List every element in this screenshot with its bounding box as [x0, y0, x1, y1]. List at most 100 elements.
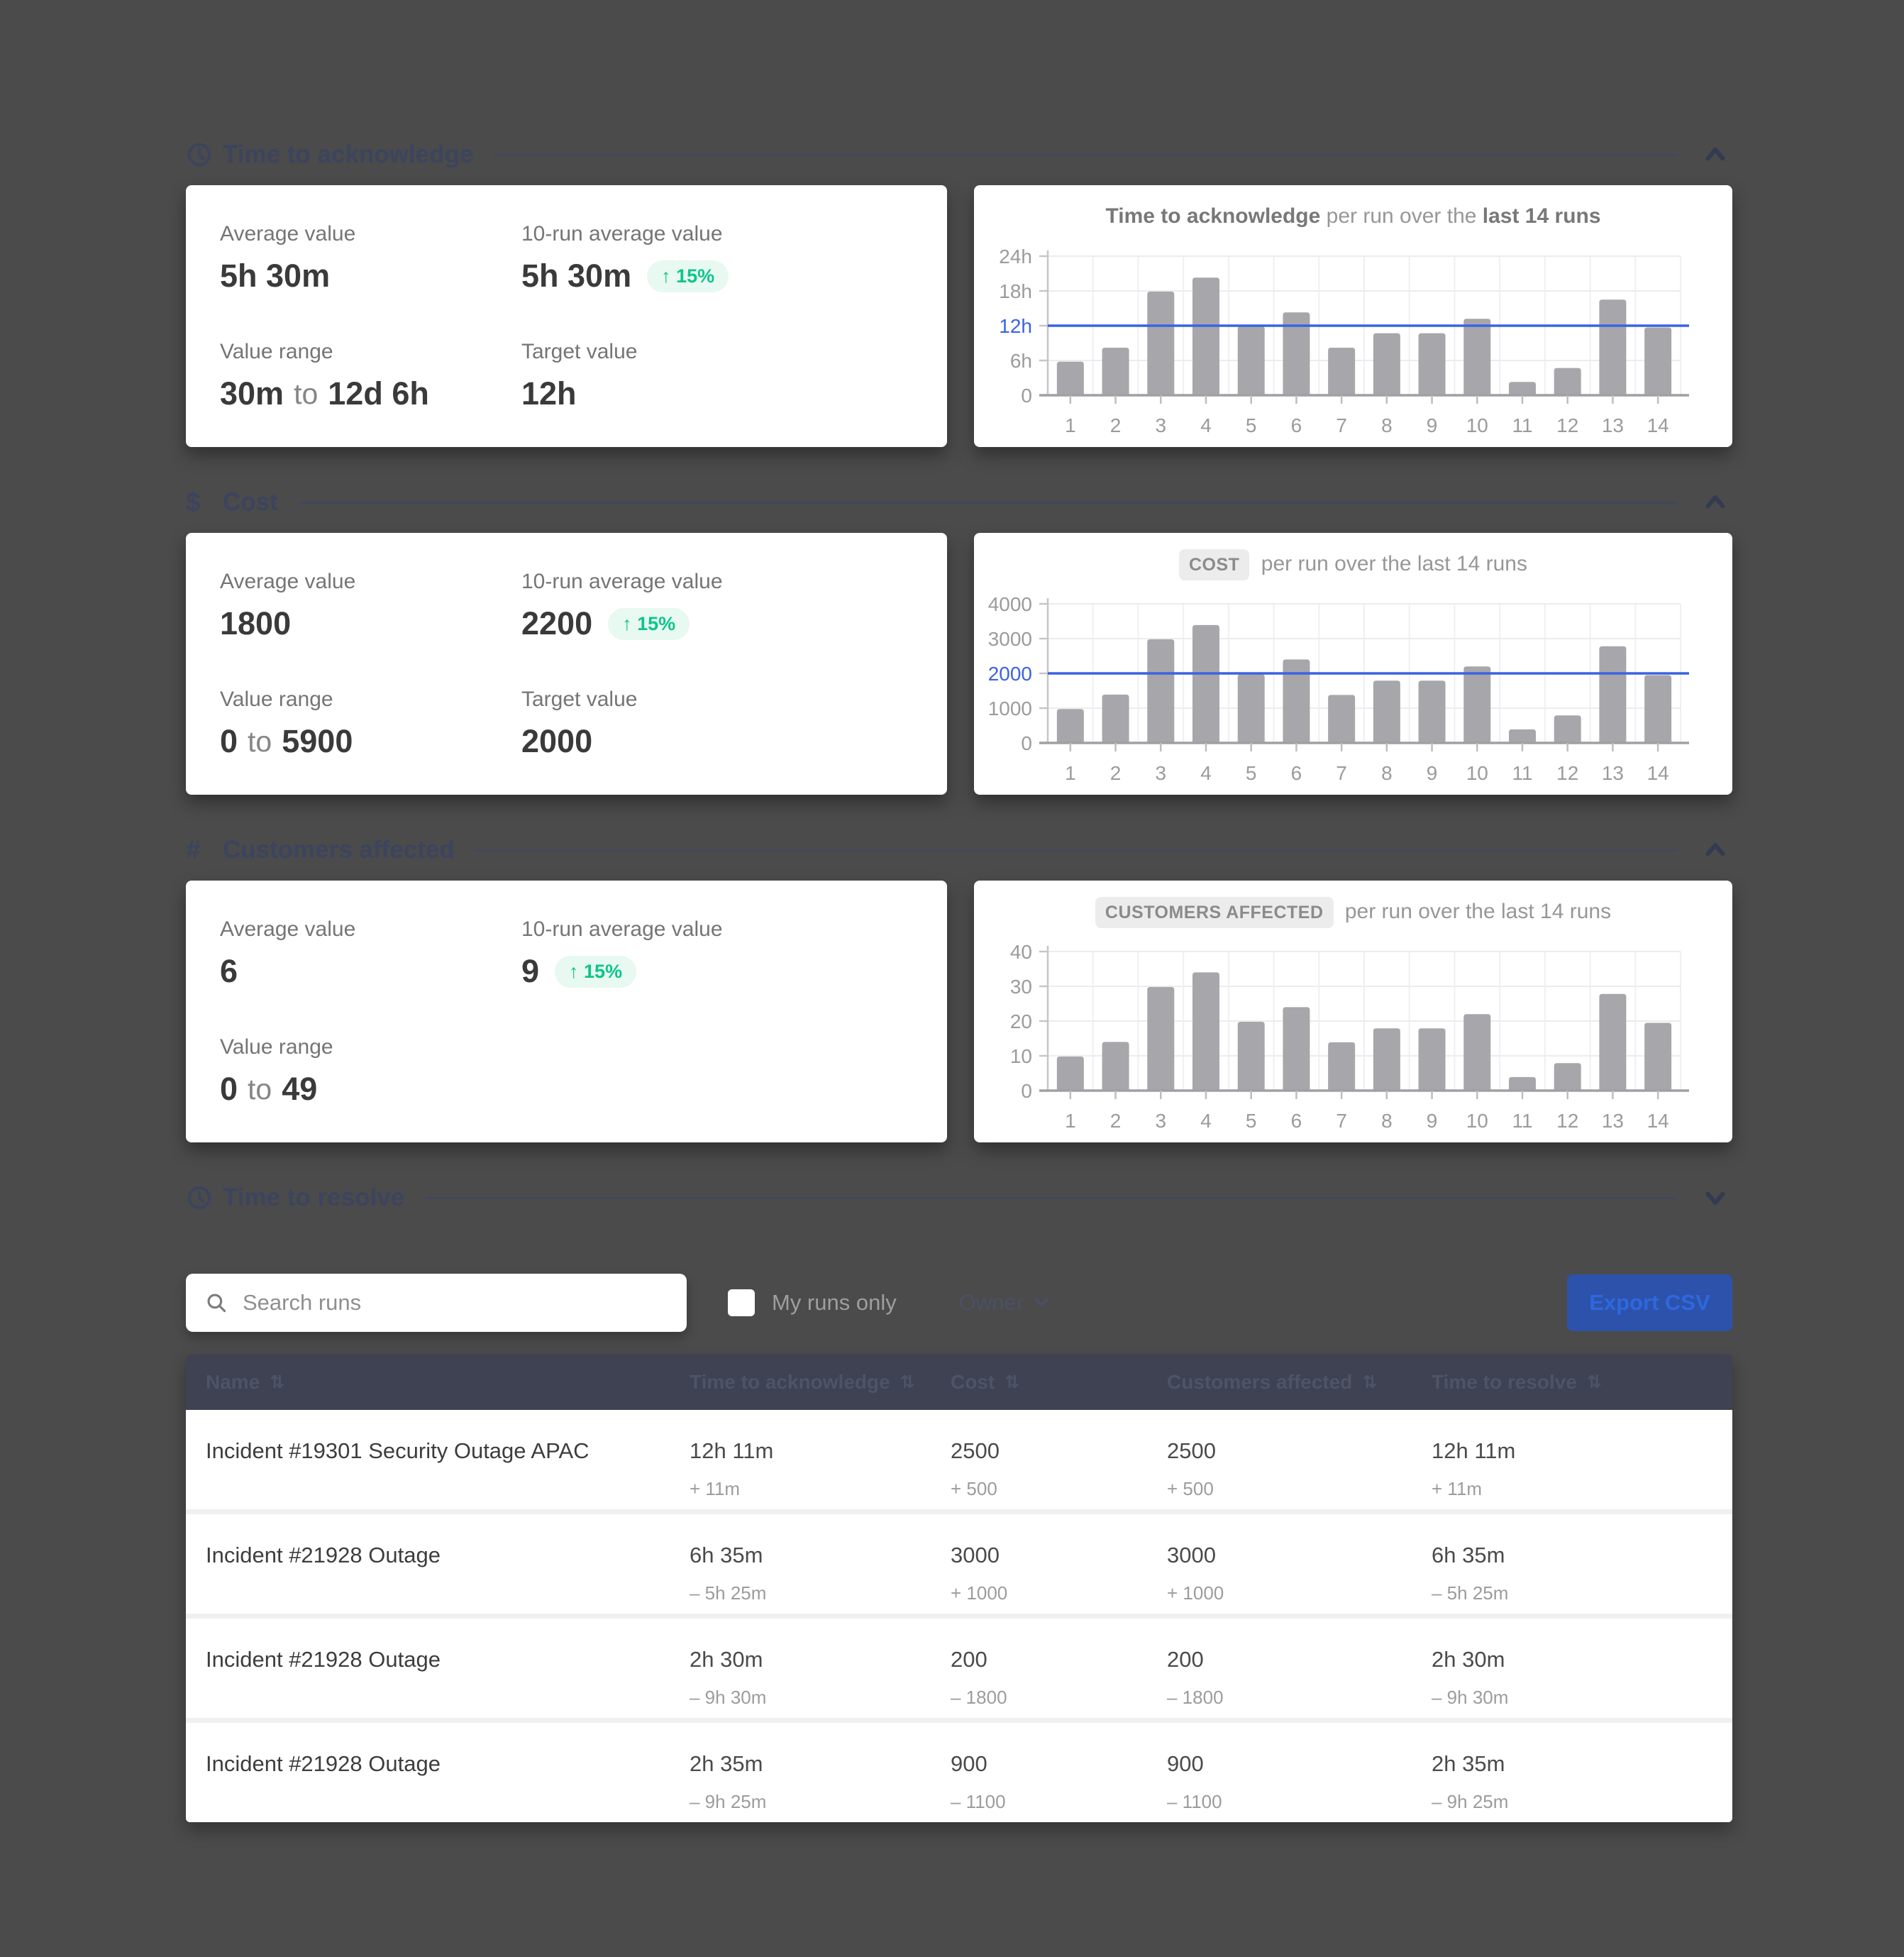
svg-text:30: 30: [1010, 976, 1032, 998]
chart-panel: Time to acknowledge per run over the las…: [974, 185, 1732, 447]
metric-value: 2000: [521, 723, 593, 759]
cell-value: 2h 35m: [1432, 1751, 1505, 1776]
metric-cell: 2500 + 500: [1167, 1438, 1432, 1509]
chevron-up-icon: [1705, 843, 1725, 856]
column-header[interactable]: Time to acknowledge ⇅: [690, 1371, 951, 1394]
svg-text:8: 8: [1381, 1110, 1393, 1132]
run-name-cell: Incident #21928 Outage: [206, 1647, 441, 1672]
run-name-cell: Incident #19301 Security Outage APAC: [206, 1438, 590, 1463]
section-body: Average value 1800 10-run average value 220…: [186, 533, 1732, 795]
metric-section: # Customers affected Average value 6 10-ru…: [186, 834, 1732, 1142]
section-collapse-button[interactable]: [1698, 1182, 1732, 1213]
section-title: Customers affected: [223, 836, 455, 864]
sort-icon[interactable]: ⇅: [270, 1372, 285, 1392]
column-header[interactable]: Customers affected ⇅: [1167, 1371, 1432, 1394]
section-title: Time to acknowledge: [223, 140, 474, 168]
chart-title: COST per run over the last 14 runs: [974, 549, 1732, 580]
export-csv-button[interactable]: Export CSV: [1567, 1274, 1732, 1331]
section-title: Cost: [223, 488, 278, 516]
chart-panel: COST per run over the last 14 runs 0 1000 2…: [974, 533, 1732, 795]
metric-cell: 3000 + 1000: [951, 1543, 1167, 1614]
search-box[interactable]: [186, 1274, 687, 1332]
svg-text:1: 1: [1065, 1110, 1076, 1132]
owner-filter-dropdown[interactable]: Owner: [959, 1290, 1048, 1316]
svg-text:10: 10: [1466, 762, 1488, 784]
svg-text:3: 3: [1155, 414, 1166, 436]
table-row[interactable]: Incident #19301 Security Outage APAC 12h …: [186, 1410, 1732, 1509]
svg-text:11: 11: [1512, 1110, 1532, 1132]
svg-text:12: 12: [1556, 1110, 1578, 1132]
section-header: Time to resolve: [186, 1182, 1732, 1213]
metric: Average value 6: [220, 917, 521, 990]
svg-text:8: 8: [1381, 762, 1393, 784]
cell-value: 900: [1167, 1751, 1204, 1776]
table-row[interactable]: Incident #21928 Outage 6h 35m – 5h 25m 3000…: [186, 1509, 1732, 1614]
cell-value: 12h 11m: [1432, 1438, 1516, 1463]
metric: Value range 30m to 12d 6h: [220, 340, 521, 412]
run-name-cell: Incident #21928 Outage: [206, 1751, 441, 1776]
section-collapse-button[interactable]: [1698, 487, 1732, 518]
svg-text:5: 5: [1246, 1110, 1257, 1132]
trend-badge: ↑ 15%: [608, 607, 690, 640]
dollar-icon: $: [186, 487, 201, 517]
my-runs-label: My runs only: [772, 1290, 897, 1315]
svg-text:12: 12: [1556, 414, 1578, 436]
section-header: Time to acknowledge: [186, 139, 1732, 170]
metric-card: Average value 1800 10-run average value 220…: [186, 533, 947, 795]
metric-label: Target value: [521, 688, 638, 711]
svg-text:3: 3: [1155, 762, 1166, 784]
metric-label: Value range: [220, 1035, 333, 1059]
column-header[interactable]: Time to resolve ⇅: [1432, 1371, 1732, 1394]
sort-icon[interactable]: ⇅: [1586, 1372, 1602, 1392]
metric-cell: 2h 35m – 9h 25m: [1432, 1751, 1732, 1822]
cell-delta: – 1100: [1167, 1791, 1222, 1812]
metric-cell: 6h 35m – 5h 25m: [690, 1543, 951, 1614]
cell-value: 2h 30m: [690, 1647, 763, 1672]
chart-title: CUSTOMERS AFFECTED per run over the last…: [974, 897, 1732, 928]
svg-text:2000: 2000: [988, 663, 1032, 685]
section-body: Average value 5h 30m 10-run average value 5…: [186, 185, 1732, 447]
metric-sections: Time to acknowledge Average value 5h 30m 1…: [186, 139, 1732, 1213]
svg-text:1: 1: [1065, 762, 1076, 784]
table-row[interactable]: Incident #21928 Outage 2h 35m – 9h 25m 900 –…: [186, 1718, 1732, 1822]
search-input[interactable]: [243, 1290, 668, 1316]
cell-delta: + 1000: [1167, 1582, 1224, 1604]
svg-text:7: 7: [1336, 1110, 1347, 1132]
svg-text:14: 14: [1647, 762, 1669, 784]
metric-value: 12h: [521, 375, 577, 412]
svg-text:40: 40: [1010, 941, 1032, 963]
section-collapse-button[interactable]: [1698, 834, 1732, 866]
svg-text:12h: 12h: [999, 315, 1032, 337]
section-title: Time to resolve: [223, 1184, 405, 1211]
column-header[interactable]: Cost ⇅: [951, 1371, 1167, 1394]
svg-text:0: 0: [1021, 385, 1032, 407]
metric-cell: 2h 30m – 9h 30m: [1432, 1647, 1732, 1718]
column-label: Customers affected: [1167, 1371, 1353, 1393]
sort-icon[interactable]: ⇅: [1362, 1372, 1378, 1392]
table-row[interactable]: Incident #21928 Outage 2h 30m – 9h 30m 200 –…: [186, 1614, 1732, 1718]
cell-delta: + 500: [951, 1478, 997, 1499]
metric-value: 5h 30m: [220, 258, 331, 294]
svg-text:2: 2: [1110, 762, 1122, 784]
metric-label: 10-run average value: [521, 570, 723, 593]
sort-icon[interactable]: ⇅: [1004, 1372, 1020, 1392]
svg-text:9: 9: [1427, 414, 1438, 436]
metric-section: $ Cost Average value 1800 10-run average v…: [186, 487, 1732, 795]
sort-icon[interactable]: ⇅: [900, 1372, 915, 1392]
section-header: $ Cost: [186, 487, 1732, 518]
section-collapse-button[interactable]: [1698, 139, 1732, 170]
my-runs-checkbox[interactable]: [728, 1289, 755, 1316]
cell-value: 2500: [1167, 1438, 1216, 1463]
section-rule: [494, 153, 1677, 156]
svg-text:10: 10: [1466, 1110, 1488, 1132]
cell-value: 200: [951, 1647, 987, 1672]
svg-text:6: 6: [1291, 1110, 1302, 1132]
cell-delta: + 11m: [1432, 1478, 1483, 1499]
column-header[interactable]: Name ⇅: [206, 1371, 690, 1394]
svg-text:13: 13: [1602, 1110, 1624, 1132]
metric: Target value 12h: [521, 340, 913, 412]
search-icon: [207, 1294, 226, 1313]
svg-text:3000: 3000: [988, 628, 1032, 650]
metric-label: 10-run average value: [521, 222, 723, 246]
